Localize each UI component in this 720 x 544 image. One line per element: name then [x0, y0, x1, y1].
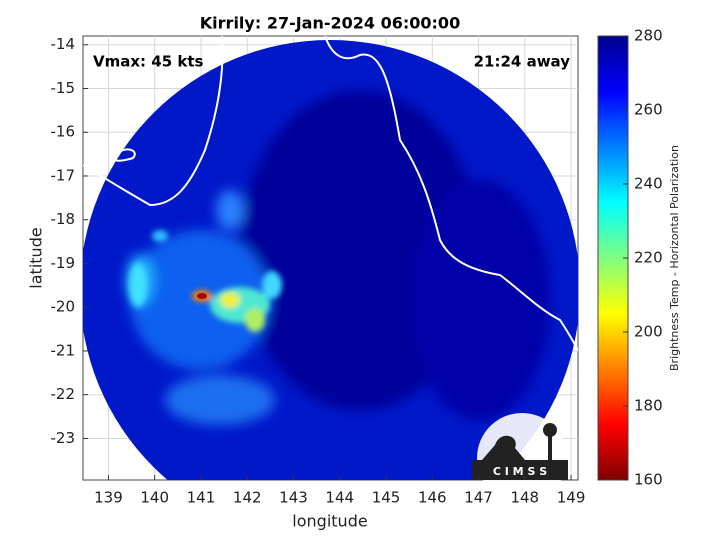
y-tick-label: -15: [51, 79, 76, 97]
satellite-swath: [83, 36, 578, 480]
y-tick-label: -23: [51, 429, 76, 447]
x-tick-label: 142: [233, 489, 262, 507]
x-tick-label: 141: [187, 489, 216, 507]
y-axis-label: latitude: [27, 227, 46, 288]
colorbar-tick-label: 220: [634, 249, 663, 267]
x-tick-label: 147: [464, 489, 493, 507]
colorbar-label: Brightness Temp - Horizontal Polarizatio…: [668, 145, 681, 371]
x-tick-label: 148: [510, 489, 539, 507]
x-tick-label: 139: [94, 489, 123, 507]
y-tick-label: -20: [51, 298, 76, 316]
chart-title: Kirrily: 27-Jan-2024 06:00:00: [200, 14, 460, 33]
y-tick-label: -14: [51, 35, 76, 53]
colorbar-tick-label: 260: [634, 101, 663, 119]
distance-annotation: 21:24 away: [474, 53, 571, 71]
x-axis-label: longitude: [292, 512, 367, 531]
x-tick-label: 145: [372, 489, 401, 507]
logo: C I M S S: [472, 413, 568, 503]
x-tick-label: 143: [279, 489, 308, 507]
x-tick-label: 146: [418, 489, 447, 507]
x-tick-label: 140: [140, 489, 169, 507]
vmax-annotation: Vmax: 45 kts: [93, 53, 203, 71]
colorbar-tick-label: 160: [634, 471, 663, 489]
colorbar-tick-label: 180: [634, 397, 663, 415]
y-tick-label: -21: [51, 341, 76, 359]
colorbar-tick-label: 280: [634, 27, 663, 45]
colorbar-tick-label: 240: [634, 175, 663, 193]
y-tick-label: -16: [51, 123, 76, 141]
y-tick-label: -19: [51, 254, 76, 272]
logo-text: C I M S S: [493, 465, 547, 478]
x-tick-label: 149: [557, 489, 586, 507]
x-tick-label: 144: [325, 489, 354, 507]
y-tick-label: -22: [51, 385, 76, 403]
y-tick-label: -17: [51, 166, 76, 184]
y-tick-label: -18: [51, 210, 76, 228]
colorbar-tick-label: 200: [634, 323, 663, 341]
